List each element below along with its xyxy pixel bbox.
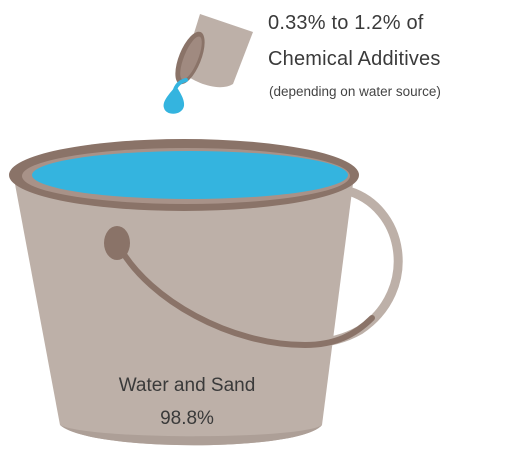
water-drop bbox=[163, 86, 185, 114]
bucket-label-line1: Water and Sand bbox=[118, 375, 256, 396]
additives-note: (depending on water source) bbox=[269, 84, 441, 99]
bucket-label-line2: 98.8% bbox=[160, 408, 214, 429]
bucket-bottom bbox=[60, 425, 322, 446]
additives-label-line1: 0.33% to 1.2% of bbox=[268, 12, 424, 34]
cup-opening-inner bbox=[180, 36, 202, 80]
handle-rivet bbox=[104, 226, 130, 260]
bucket-handle-inner bbox=[117, 245, 375, 349]
water-surface bbox=[32, 151, 348, 199]
pouring-cup bbox=[175, 14, 253, 88]
additives-label-line2: Chemical Additives bbox=[268, 48, 441, 70]
